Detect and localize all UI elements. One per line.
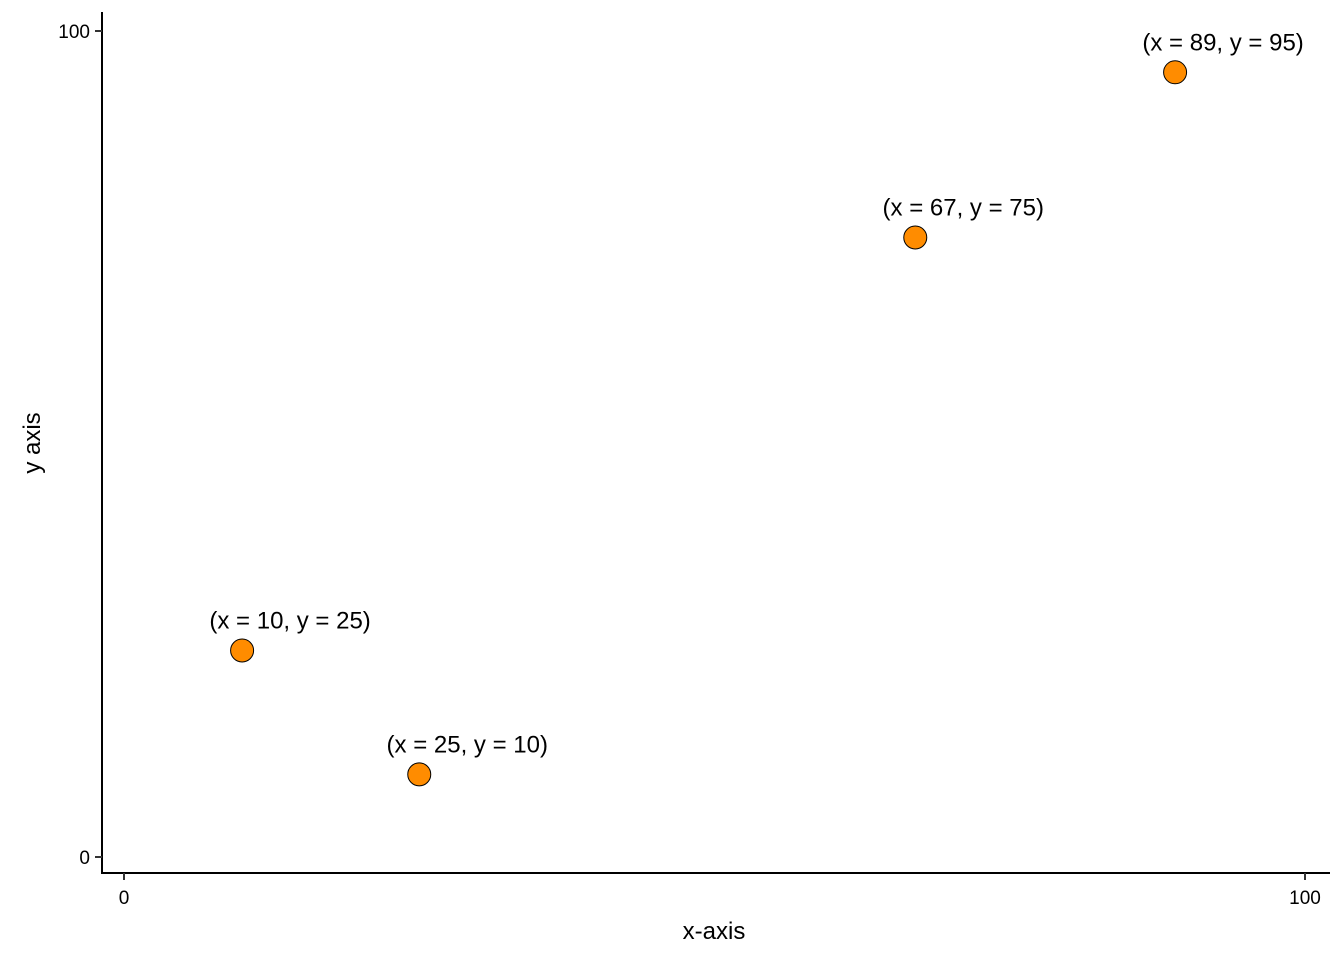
data-points: [230, 60, 1188, 787]
data-label: (x = 10, y = 25): [209, 608, 370, 635]
axis-ticks: 0 100 0 100: [58, 22, 1321, 909]
x-axis-title: x-axis: [683, 918, 746, 945]
y-tick-label: 0: [79, 848, 90, 869]
y-tick-label: 100: [58, 22, 90, 43]
data-label: (x = 25, y = 10): [387, 731, 548, 758]
data-labels: (x = 10, y = 25) (x = 25, y = 10) (x = 67,…: [209, 29, 1303, 758]
x-tick-label: 0: [119, 888, 130, 909]
data-label: (x = 89, y = 95): [1142, 29, 1303, 56]
data-label: (x = 67, y = 75): [883, 195, 1044, 222]
data-point: [407, 762, 432, 787]
x-tick-label: 100: [1289, 888, 1321, 909]
y-axis-title: y axis: [19, 412, 46, 473]
data-point: [230, 638, 255, 663]
data-point: [903, 225, 928, 250]
data-point: [1163, 60, 1188, 85]
